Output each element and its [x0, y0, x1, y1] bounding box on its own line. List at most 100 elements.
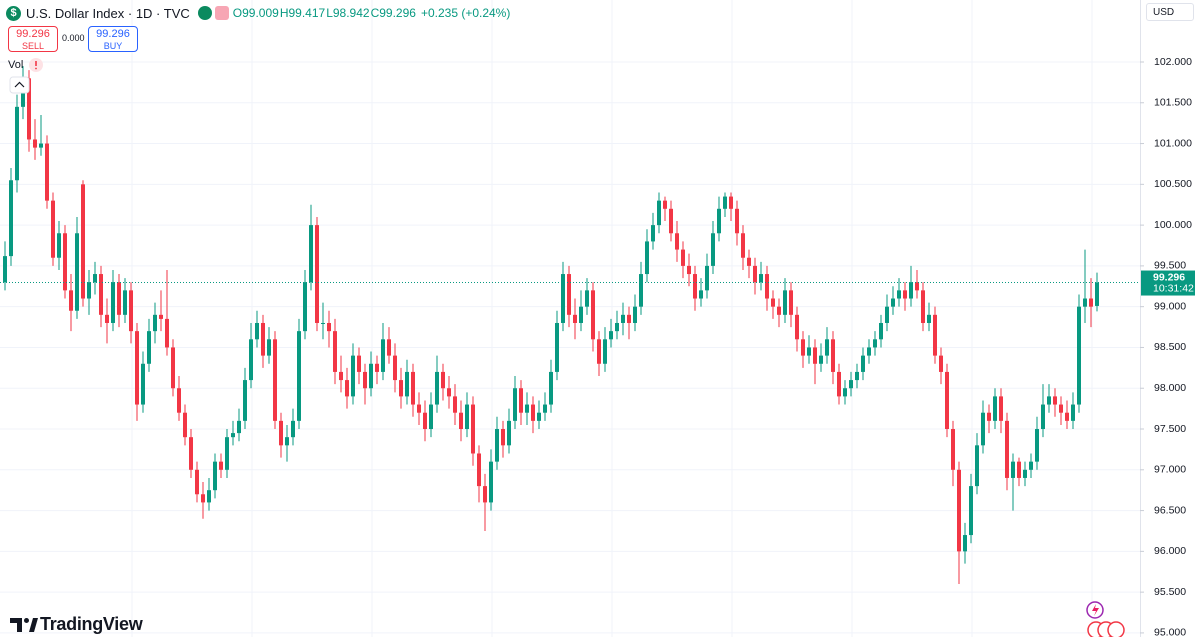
candle-body: [585, 290, 589, 307]
candle-body: [1077, 306, 1081, 405]
spread: 0.000: [62, 33, 85, 43]
candle-body: [1011, 461, 1015, 478]
candle-body: [867, 347, 871, 356]
candle-body: [717, 208, 721, 234]
candle-body: [525, 404, 529, 413]
candle-body: [111, 282, 115, 323]
candle-body: [207, 490, 211, 503]
candle-body: [129, 290, 133, 332]
candle-body: [621, 314, 625, 323]
candle-body: [657, 200, 661, 226]
candle-body: [255, 322, 259, 340]
candle-body: [63, 233, 67, 291]
buy-button[interactable]: 99.296 BUY: [88, 26, 138, 52]
candle-body: [447, 388, 451, 397]
y-tick-label: 97.500: [1154, 423, 1186, 435]
last-price-box: [1141, 270, 1195, 296]
candle-body: [195, 469, 199, 495]
candle-body: [387, 339, 391, 356]
candle-body: [963, 535, 967, 552]
candle-body: [615, 322, 619, 332]
candle-body: [141, 363, 145, 405]
price-axis: 95.000 95.500 96.000 96.500 97.000 97.500 98.0…: [1140, 56, 1195, 637]
candle-body: [231, 433, 235, 438]
candle-body: [261, 322, 265, 356]
ohlc-close: C99.296: [370, 6, 416, 20]
candle-body: [783, 290, 787, 315]
events-icon[interactable]: [1107, 621, 1125, 637]
candle-body: [1059, 404, 1063, 413]
candle-body: [159, 314, 163, 319]
candle-body: [933, 314, 937, 356]
candle-body: [771, 298, 775, 307]
candle-body: [597, 339, 601, 364]
candle-body: [201, 494, 205, 503]
candle-body: [459, 412, 463, 430]
symbol-icon: $: [6, 5, 21, 21]
candle-body: [303, 282, 307, 332]
volume-label[interactable]: Vol: [8, 59, 24, 71]
candle-body: [711, 233, 715, 266]
lightning-icon: [1092, 604, 1099, 616]
candle-body: [579, 306, 583, 323]
candle-body: [1071, 404, 1075, 421]
ohlc-open: O99.009: [232, 6, 279, 20]
candle-body: [27, 78, 31, 140]
candle-body: [33, 139, 37, 148]
candle-body: [177, 388, 181, 413]
candle-body: [939, 355, 943, 372]
candle-body: [645, 241, 649, 275]
y-tick-label: 101.500: [1154, 97, 1192, 109]
candle-body: [399, 380, 403, 397]
candle-body: [105, 314, 109, 323]
candle-body: [279, 420, 283, 446]
grid: [0, 61, 1140, 634]
collapse-icon: [14, 81, 25, 88]
candle-body: [885, 306, 889, 323]
candle-body: [537, 412, 541, 421]
y-tick-label: 101.000: [1154, 137, 1192, 149]
currency-selector[interactable]: USD: [1146, 3, 1194, 21]
candle-body: [189, 437, 193, 470]
candle-body: [549, 371, 553, 405]
sell-button[interactable]: 99.296 SELL: [8, 26, 58, 52]
y-tick-label: 95.500: [1154, 586, 1186, 598]
candle-body: [183, 412, 187, 438]
candle-body: [519, 388, 523, 413]
candle-body: [1089, 298, 1093, 307]
candle-body: [639, 274, 643, 307]
candle-body: [945, 371, 949, 430]
y-tick-label: 100.500: [1154, 178, 1192, 190]
candle-body: [153, 314, 157, 332]
candle-body: [687, 265, 691, 275]
collapse-button[interactable]: [9, 76, 30, 94]
candle-body: [1017, 461, 1021, 478]
candle-body: [297, 331, 301, 421]
symbol-title[interactable]: U.S. Dollar Index · 1D · TVC: [26, 5, 190, 21]
market-status[interactable]: [197, 6, 212, 20]
candle-body: [1005, 420, 1009, 478]
candle-body: [789, 290, 793, 315]
y-tick-label: 96.000: [1154, 545, 1186, 557]
candle-body: [495, 429, 499, 462]
candle-body: [729, 196, 733, 209]
buy-price: 99.296: [96, 28, 130, 40]
candle-body: [405, 371, 409, 397]
candle-body: [411, 371, 415, 405]
brand-logo: [24, 618, 29, 623]
candle-body: [135, 331, 139, 405]
candle-body: [417, 404, 421, 413]
y-tick-label: 98.000: [1154, 382, 1186, 394]
candle-body: [609, 331, 613, 340]
candle-body: [747, 257, 751, 266]
candle-body: [429, 404, 433, 430]
candle-body: [57, 233, 61, 258]
candle-body: [951, 429, 955, 470]
candle-body: [483, 486, 487, 503]
delay-badge[interactable]: [214, 6, 229, 20]
candle-body: [573, 314, 577, 323]
candle-body: [243, 380, 247, 421]
candle-body: [1083, 298, 1087, 307]
candle-body: [465, 404, 469, 430]
candles: [3, 66, 1099, 584]
